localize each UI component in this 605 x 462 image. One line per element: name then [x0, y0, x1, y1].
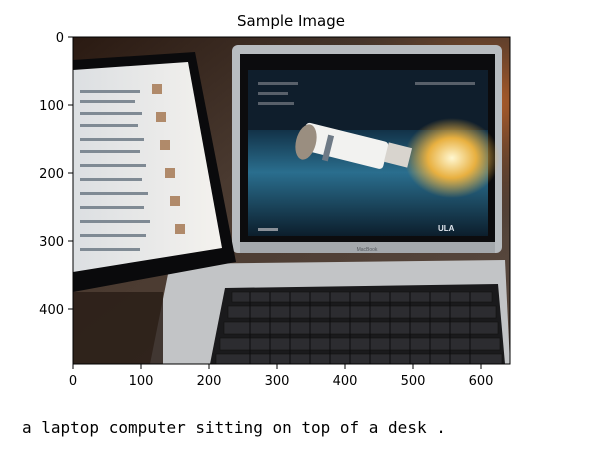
y-axis: 0 100 200 300 400 — [39, 31, 73, 318]
x-tick-label: 200 — [197, 374, 222, 389]
y-tick-label: 100 — [39, 99, 64, 114]
figure-title: Sample Image — [237, 12, 345, 30]
x-tick-label: 400 — [333, 374, 358, 389]
x-tick-label: 600 — [469, 374, 494, 389]
x-tick-label: 500 — [401, 374, 426, 389]
x-axis: 0 100 200 300 400 500 600 — [69, 364, 494, 389]
tablet — [73, 52, 236, 292]
laptop-brand-label: MacBook — [357, 247, 378, 253]
y-tick-label: 200 — [39, 167, 64, 182]
axes-frame — [72, 36, 511, 365]
y-tick-label: 400 — [39, 303, 64, 318]
x-tick-label: 300 — [265, 374, 290, 389]
y-tick-label: 300 — [39, 235, 64, 250]
y-tick-label: 0 — [56, 31, 64, 46]
image-caption: a laptop computer sitting on top of a de… — [22, 418, 446, 437]
rocket-image — [295, 122, 413, 169]
x-tick-label: 100 — [129, 374, 154, 389]
ula-logo: ULA — [438, 224, 455, 233]
x-tick-label: 0 — [69, 374, 77, 389]
photo: ULA MacBook — [73, 37, 510, 364]
laptop-keyboard — [150, 260, 510, 364]
laptop-screen: ULA MacBook — [232, 45, 502, 253]
